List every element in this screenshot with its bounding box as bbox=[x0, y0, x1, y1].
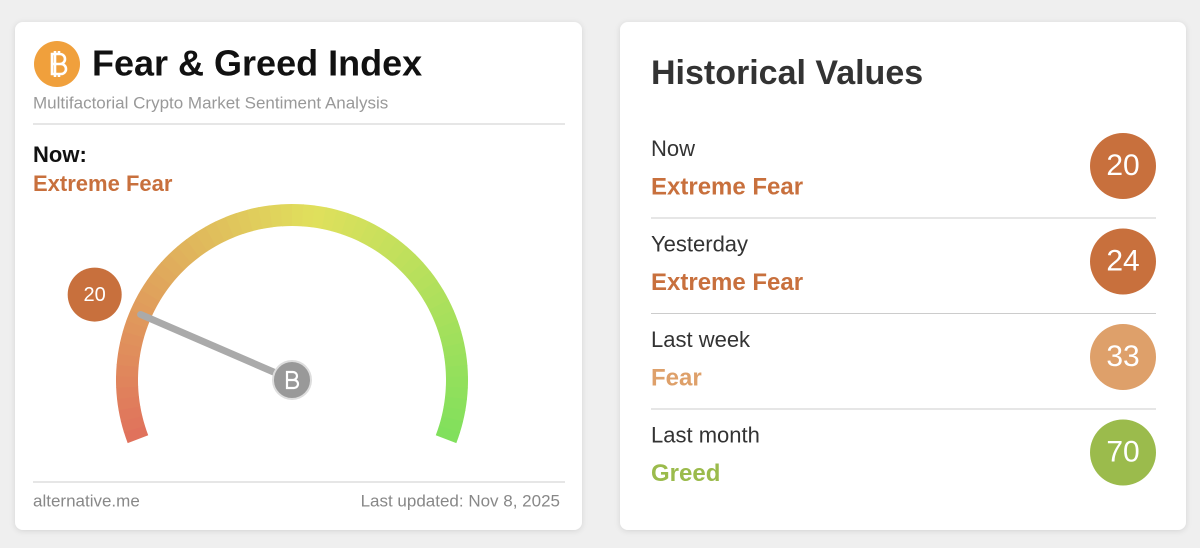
gauge-arc-segment bbox=[435, 425, 461, 444]
hub-icon bbox=[285, 370, 300, 390]
classification: Extreme Fear bbox=[651, 269, 803, 296]
gauge-arc-segment bbox=[367, 226, 390, 252]
gauge-needle bbox=[137, 310, 296, 384]
gauge-arc-segment bbox=[225, 212, 244, 238]
gauge-arc-segment bbox=[440, 331, 465, 348]
gauge-arc-segment bbox=[433, 310, 458, 329]
period: Last month bbox=[651, 422, 760, 447]
gauge-arc-segment bbox=[120, 415, 145, 433]
value-circle bbox=[1090, 228, 1156, 295]
gauge-arc-segment bbox=[140, 279, 166, 302]
value: 70 bbox=[1106, 435, 1139, 468]
history-card bbox=[620, 22, 1186, 530]
gauge-arc-segment bbox=[443, 396, 467, 411]
gauge-arc-segment bbox=[321, 207, 338, 232]
gauge-card bbox=[15, 22, 582, 530]
period: Yesterday bbox=[651, 231, 748, 256]
classification: Extreme Fear bbox=[651, 173, 803, 200]
gauge-arc-segment bbox=[195, 226, 217, 252]
gauge-arc-segment bbox=[340, 213, 360, 238]
classification: Fear bbox=[651, 364, 702, 391]
gauge-arc-segment bbox=[205, 221, 226, 247]
now-classification: Extreme Fear bbox=[33, 171, 173, 196]
gauge-arc-segment bbox=[445, 364, 468, 378]
gauge-arc-segment bbox=[376, 232, 399, 258]
gauge-arc-segment bbox=[359, 221, 380, 247]
gauge-arc-segment bbox=[418, 280, 444, 302]
history-rows: Now Extreme Fear 20 Yesterday Extreme Fear 24… bbox=[651, 133, 1156, 487]
subtitle: Multifactorial Crypto Market Sentiment A… bbox=[33, 93, 388, 112]
gauge-arc-segment bbox=[146, 270, 172, 293]
gauge-arc-segment bbox=[177, 239, 200, 264]
gauge-arc-segment bbox=[117, 341, 142, 358]
gauge-arc-segment bbox=[269, 204, 283, 228]
period: Now bbox=[651, 136, 695, 161]
gauge-arc-segment bbox=[120, 330, 145, 348]
gauge-arc-segment bbox=[429, 299, 454, 320]
period: Last week bbox=[651, 327, 751, 352]
value-circle bbox=[1090, 419, 1156, 486]
value-badge bbox=[67, 267, 122, 322]
gauge-arc-segment bbox=[436, 320, 462, 339]
gauge-arc-segment bbox=[236, 209, 254, 234]
gauge-arc-segment bbox=[412, 271, 438, 294]
gauge-arc-segment bbox=[116, 353, 140, 367]
value: 24 bbox=[1106, 244, 1139, 277]
gauge-arc-segment bbox=[258, 205, 273, 229]
gauge-arc-segment bbox=[406, 262, 431, 286]
gauge-arc-segment bbox=[135, 289, 161, 310]
value-circle bbox=[1090, 324, 1156, 390]
now-label: Now: bbox=[33, 142, 87, 167]
gauge-arc-segment bbox=[116, 396, 141, 411]
last-updated: Last updated: Nov 8, 2025 bbox=[361, 491, 560, 510]
gauge-arc-segment bbox=[168, 246, 193, 271]
classification: Greed bbox=[651, 460, 720, 487]
gauge-arc-segment bbox=[441, 406, 466, 422]
gauge: 20 bbox=[67, 204, 468, 444]
value: 33 bbox=[1106, 340, 1139, 373]
gauge-arc-segment bbox=[424, 289, 449, 311]
gauge-arc-segment bbox=[186, 232, 208, 258]
gauge-arc-segment bbox=[350, 217, 370, 242]
bitcoin-icon bbox=[34, 41, 80, 87]
gauge-arc-segment bbox=[215, 216, 235, 242]
gauge-arc-segment bbox=[442, 342, 467, 358]
gauge-arc-segment bbox=[438, 416, 464, 433]
gauge-arc-segment bbox=[392, 246, 416, 271]
gauge-arc-segment bbox=[161, 253, 185, 278]
gauge-arc-segment bbox=[384, 239, 408, 264]
gauge-arc-segment bbox=[247, 207, 263, 232]
gauge-arc-segment bbox=[123, 425, 149, 444]
gauge-title: Fear & Greed Index bbox=[92, 43, 422, 84]
value-badge-label: 20 bbox=[84, 284, 106, 306]
gauge-arc-segment bbox=[122, 320, 148, 338]
gauge-arc-segment bbox=[116, 364, 139, 377]
history-title: Historical Values bbox=[651, 54, 923, 92]
gauge-arc-segment bbox=[311, 205, 327, 229]
gauge-arc-segment bbox=[301, 204, 316, 228]
gauge-arc-segment bbox=[331, 209, 349, 235]
value-circle bbox=[1090, 133, 1156, 199]
source: alternative.me bbox=[33, 491, 140, 510]
gauge-arc-segment bbox=[116, 386, 139, 400]
gauge-arc-segment bbox=[444, 353, 468, 368]
gauge-arc-segment bbox=[118, 405, 143, 422]
gauge-arc-segment bbox=[153, 262, 178, 285]
value: 20 bbox=[1106, 149, 1139, 182]
gauge-arc-segment bbox=[399, 254, 424, 278]
gauge-arc-segment bbox=[445, 386, 468, 400]
